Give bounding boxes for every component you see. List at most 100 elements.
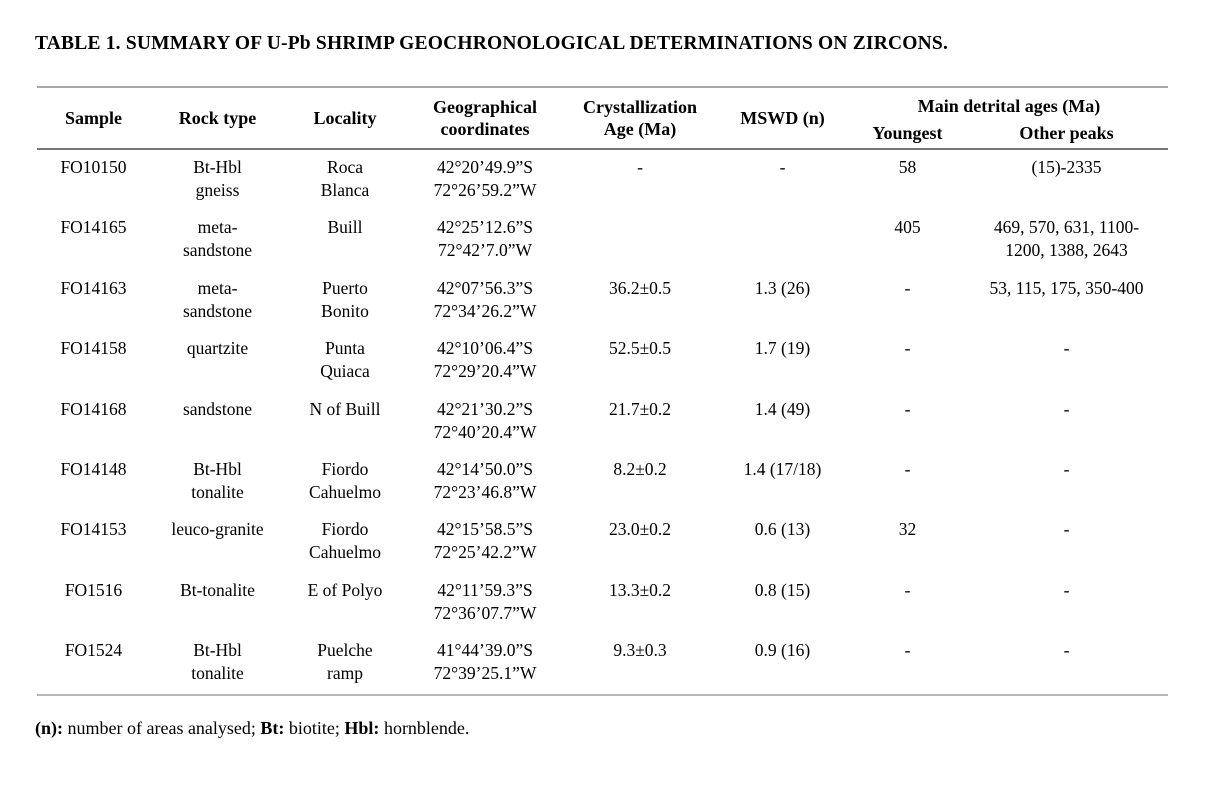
cell-coordinates: 42°14’50.0”S 72°23’46.8”W [433,458,537,502]
table-footnote: (n): number of areas analysed; Bt: bioti… [35,718,469,739]
cell-youngest: 32 [898,519,917,540]
header-geographical-coordinates: Geographical coordinates [433,97,537,139]
cell-rock-type: Bt-tonalite [180,579,255,600]
footnote-hbl-label: Hbl: [344,718,380,738]
cell-sample: FO10150 [60,157,127,177]
cell-coordinates: 42°07’56.3”S 72°34’26.2”W [433,277,537,321]
cell-locality: Punta Quiaca [320,338,370,382]
table-row: FO14168 sandstone N of Buill 42°21’30.2”… [37,392,1168,452]
cell-locality: E of Polyo [307,579,383,600]
cell-mswd: 1.3 (26) [754,277,811,298]
cell-rock-type: Bt-Hbl gneiss [193,157,242,200]
cell-youngest: 405 [894,217,921,238]
header-youngest: Youngest [872,123,943,143]
cell-crystallization-age: 8.2±0.2 [613,458,667,479]
cell-crystallization-age: 23.0±0.2 [608,519,672,540]
footnote-bt-label: Bt: [260,718,285,738]
cell-rock-type: leuco-granite [171,519,264,540]
cell-sample: FO14153 [60,519,127,540]
table-row: FO14165 meta- sandstone Buill 42°25’12.6… [37,210,1168,270]
cell-crystallization-age: 21.7±0.2 [608,398,672,419]
cell-sample: FO14168 [60,398,127,419]
cell-other-peaks: - [1063,579,1070,600]
footnote-hbl-text: hornblende. [379,718,470,738]
footnote-bt-text: biotite; [284,718,345,738]
cell-youngest: - [904,579,911,600]
cell-other-peaks: 53, 115, 175, 350-400 [989,277,1144,298]
cell-locality: N of Buill [309,398,381,419]
cell-youngest: - [904,640,911,661]
cell-sample: FO1524 [64,640,123,661]
cell-youngest: - [904,398,911,419]
table-row: FO14158 quartzite Punta Quiaca 42°10’06.… [37,331,1168,391]
cell-locality: Fiordo Cahuelmo [309,519,381,563]
cell-rock-type: meta- sandstone [182,277,253,321]
cell-crystallization-age: 9.3±0.3 [613,640,667,661]
table-row: FO1516 Bt-tonalite E of Polyo 42°11’59.3… [37,573,1168,633]
cell-coordinates: 41°44’39.0”S 72°39’25.1”W [433,640,537,684]
cell-sample: FO14158 [60,338,127,359]
cell-coordinates: 42°20’49.9”S 72°26’59.2”W [433,157,537,200]
cell-other-peaks: - [1063,338,1070,359]
table-row: FO14153 leuco-granite Fiordo Cahuelmo 42… [37,512,1168,572]
cell-youngest: - [904,338,911,359]
cell-mswd: 0.9 (16) [754,640,811,661]
cell-coordinates: 42°21’30.2”S 72°40’20.4”W [433,398,537,442]
header-mswd: MSWD (n) [740,108,825,128]
cell-sample: FO1516 [64,579,123,600]
cell-other-peaks: 469, 570, 631, 1100- 1200, 1388, 2643 [993,217,1140,261]
cell-crystallization-age: - [637,157,643,177]
cell-youngest: - [904,277,911,298]
cell-mswd: 1.7 (19) [754,338,811,359]
table-header: Sample Rock type Locality Geographical c… [37,86,1168,150]
cell-crystallization-age: 36.2±0.5 [608,277,672,298]
cell-other-peaks: - [1063,458,1070,479]
cell-crystallization-age: 13.3±0.2 [608,579,672,600]
cell-mswd: 1.4 (17/18) [743,458,822,479]
table-row: FO10150 Bt-Hbl gneiss Roca Blanca 42°20’… [37,150,1168,210]
header-crystallization-age: Crystallization Age (Ma) [583,97,697,139]
cell-mswd: 1.4 (49) [754,398,811,419]
cell-other-peaks: - [1063,640,1070,661]
header-locality: Locality [313,108,377,128]
header-sample: Sample [64,108,122,128]
cell-locality: Puelche ramp [317,640,373,684]
cell-crystallization-age [565,210,715,216]
cell-coordinates: 42°10’06.4”S 72°29’20.4”W [433,338,537,382]
footnote-n-text: number of areas analysed; [63,718,261,738]
cell-other-peaks: (15)-2335 [1031,157,1102,177]
footnote-n-label: (n): [35,718,63,738]
cell-mswd: - [779,157,786,177]
header-main-detrital-ages: Main detrital ages (Ma) [917,96,1101,116]
cell-rock-type: sandstone [182,398,253,419]
table-row: FO14148 Bt-Hbl tonalite Fiordo Cahuelmo … [37,452,1168,512]
table-body: FO10150 Bt-Hbl gneiss Roca Blanca 42°20’… [37,150,1168,696]
cell-mswd: 0.6 (13) [754,519,811,540]
cell-other-peaks: - [1063,398,1070,419]
cell-youngest: - [904,458,911,479]
cell-rock-type: Bt-Hbl tonalite [191,458,244,502]
cell-crystallization-age: 52.5±0.5 [608,338,672,359]
cell-locality: Puerto Bonito [321,277,369,321]
cell-coordinates: 42°15’58.5”S 72°25’42.2”W [433,519,537,563]
cell-other-peaks: - [1063,519,1070,540]
cell-locality: Buill [327,217,363,238]
cell-sample: FO14163 [60,277,127,298]
header-other-peaks: Other peaks [1019,123,1114,143]
cell-locality: Fiordo Cahuelmo [309,458,381,502]
cell-mswd [715,210,850,216]
cell-coordinates: 42°11’59.3”S 72°36’07.7”W [433,579,537,623]
cell-sample: FO14165 [60,217,127,238]
table-row: FO14163 meta- sandstone Puerto Bonito 42… [37,271,1168,331]
header-rock-type: Rock type [178,108,257,128]
cell-locality: Roca Blanca [320,157,370,200]
cell-sample: FO14148 [60,458,127,479]
cell-mswd: 0.8 (15) [754,579,811,600]
cell-coordinates: 42°25’12.6”S 72°42’7.0”W [437,217,533,261]
summary-table: Sample Rock type Locality Geographical c… [37,86,1168,696]
cell-youngest: 58 [898,157,917,177]
cell-rock-type: quartzite [186,338,249,359]
cell-rock-type: meta- sandstone [182,217,253,261]
table-row: FO1524 Bt-Hbl tonalite Puelche ramp 41°4… [37,633,1168,693]
cell-rock-type: Bt-Hbl tonalite [191,640,244,684]
